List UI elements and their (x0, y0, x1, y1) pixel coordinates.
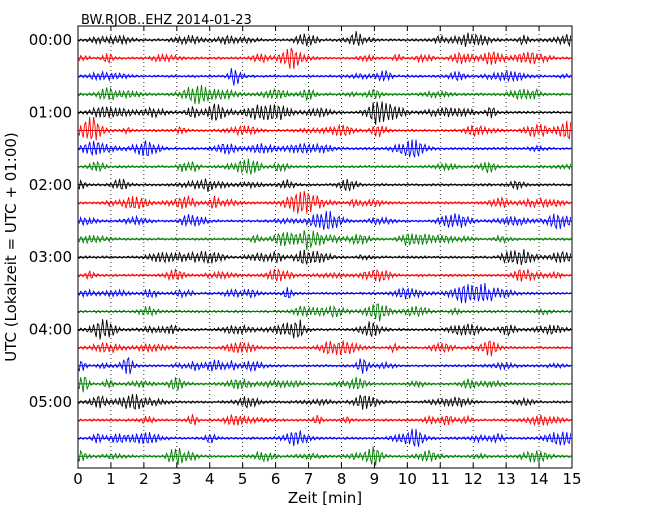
x-tick-label: 13 (497, 470, 516, 488)
x-tick-label: 3 (172, 470, 182, 488)
x-tick-label: 0 (73, 470, 83, 488)
trace-1 (77, 47, 572, 70)
x-tick-label: 8 (337, 470, 347, 488)
trace-21 (77, 414, 572, 427)
x-tick-label: 4 (205, 470, 215, 488)
x-axis-label: Zeit [min] (288, 489, 362, 507)
trace-8 (77, 178, 572, 192)
trace-12 (77, 249, 572, 266)
trace-6 (77, 139, 572, 159)
trace-2 (77, 68, 572, 86)
trace-16 (77, 319, 572, 340)
x-tick-label: 11 (431, 470, 450, 488)
trace-7 (77, 158, 572, 175)
trace-5 (77, 116, 572, 141)
trace-3 (77, 84, 572, 105)
trace-0 (77, 31, 572, 48)
x-tick-label: 14 (530, 470, 549, 488)
trace-13 (77, 268, 572, 282)
y-tick-label: 02:00 (29, 176, 72, 194)
y-tick-label: 03:00 (29, 248, 72, 266)
x-tick-label: 1 (106, 470, 116, 488)
trace-4 (77, 101, 572, 125)
chart-title: BW.RJOB..EHZ 2014-01-23 (81, 13, 252, 28)
y-axis: 00:00 01:00 02:00 03:00 04:00 05:00 (29, 31, 572, 411)
trace-11 (77, 230, 572, 251)
x-tick-label: 10 (398, 470, 417, 488)
x-tick-label: 6 (271, 470, 281, 488)
x-tick-label: 9 (370, 470, 380, 488)
trace-15 (77, 303, 572, 322)
trace-17 (77, 340, 572, 357)
traces (77, 31, 572, 466)
x-tick-label: 15 (562, 470, 581, 488)
y-axis-label: UTC (Lokalzeit = UTC + 01:00) (2, 132, 20, 362)
trace-18 (77, 356, 572, 375)
y-tick-label: 04:00 (29, 321, 72, 339)
trace-20 (77, 393, 572, 411)
trace-22 (77, 428, 572, 447)
x-tick-label: 12 (464, 470, 483, 488)
y-tick-label: 01:00 (29, 103, 72, 121)
y-tick-label: 05:00 (29, 393, 72, 411)
plot-frame (77, 25, 573, 469)
x-grid (110, 26, 540, 468)
trace-19 (77, 376, 572, 393)
x-tick-label: 2 (139, 470, 149, 488)
x-tick-label: 7 (304, 470, 314, 488)
trace-14 (77, 282, 572, 304)
x-tick-label: 5 (238, 470, 248, 488)
x-axis: 0 1 2 3 4 5 6 7 8 9 10 11 12 13 14 15 (73, 26, 582, 488)
trace-23 (77, 446, 572, 466)
trace-9 (77, 190, 572, 214)
y-tick-label: 00:00 (29, 31, 72, 49)
trace-10 (77, 210, 572, 230)
